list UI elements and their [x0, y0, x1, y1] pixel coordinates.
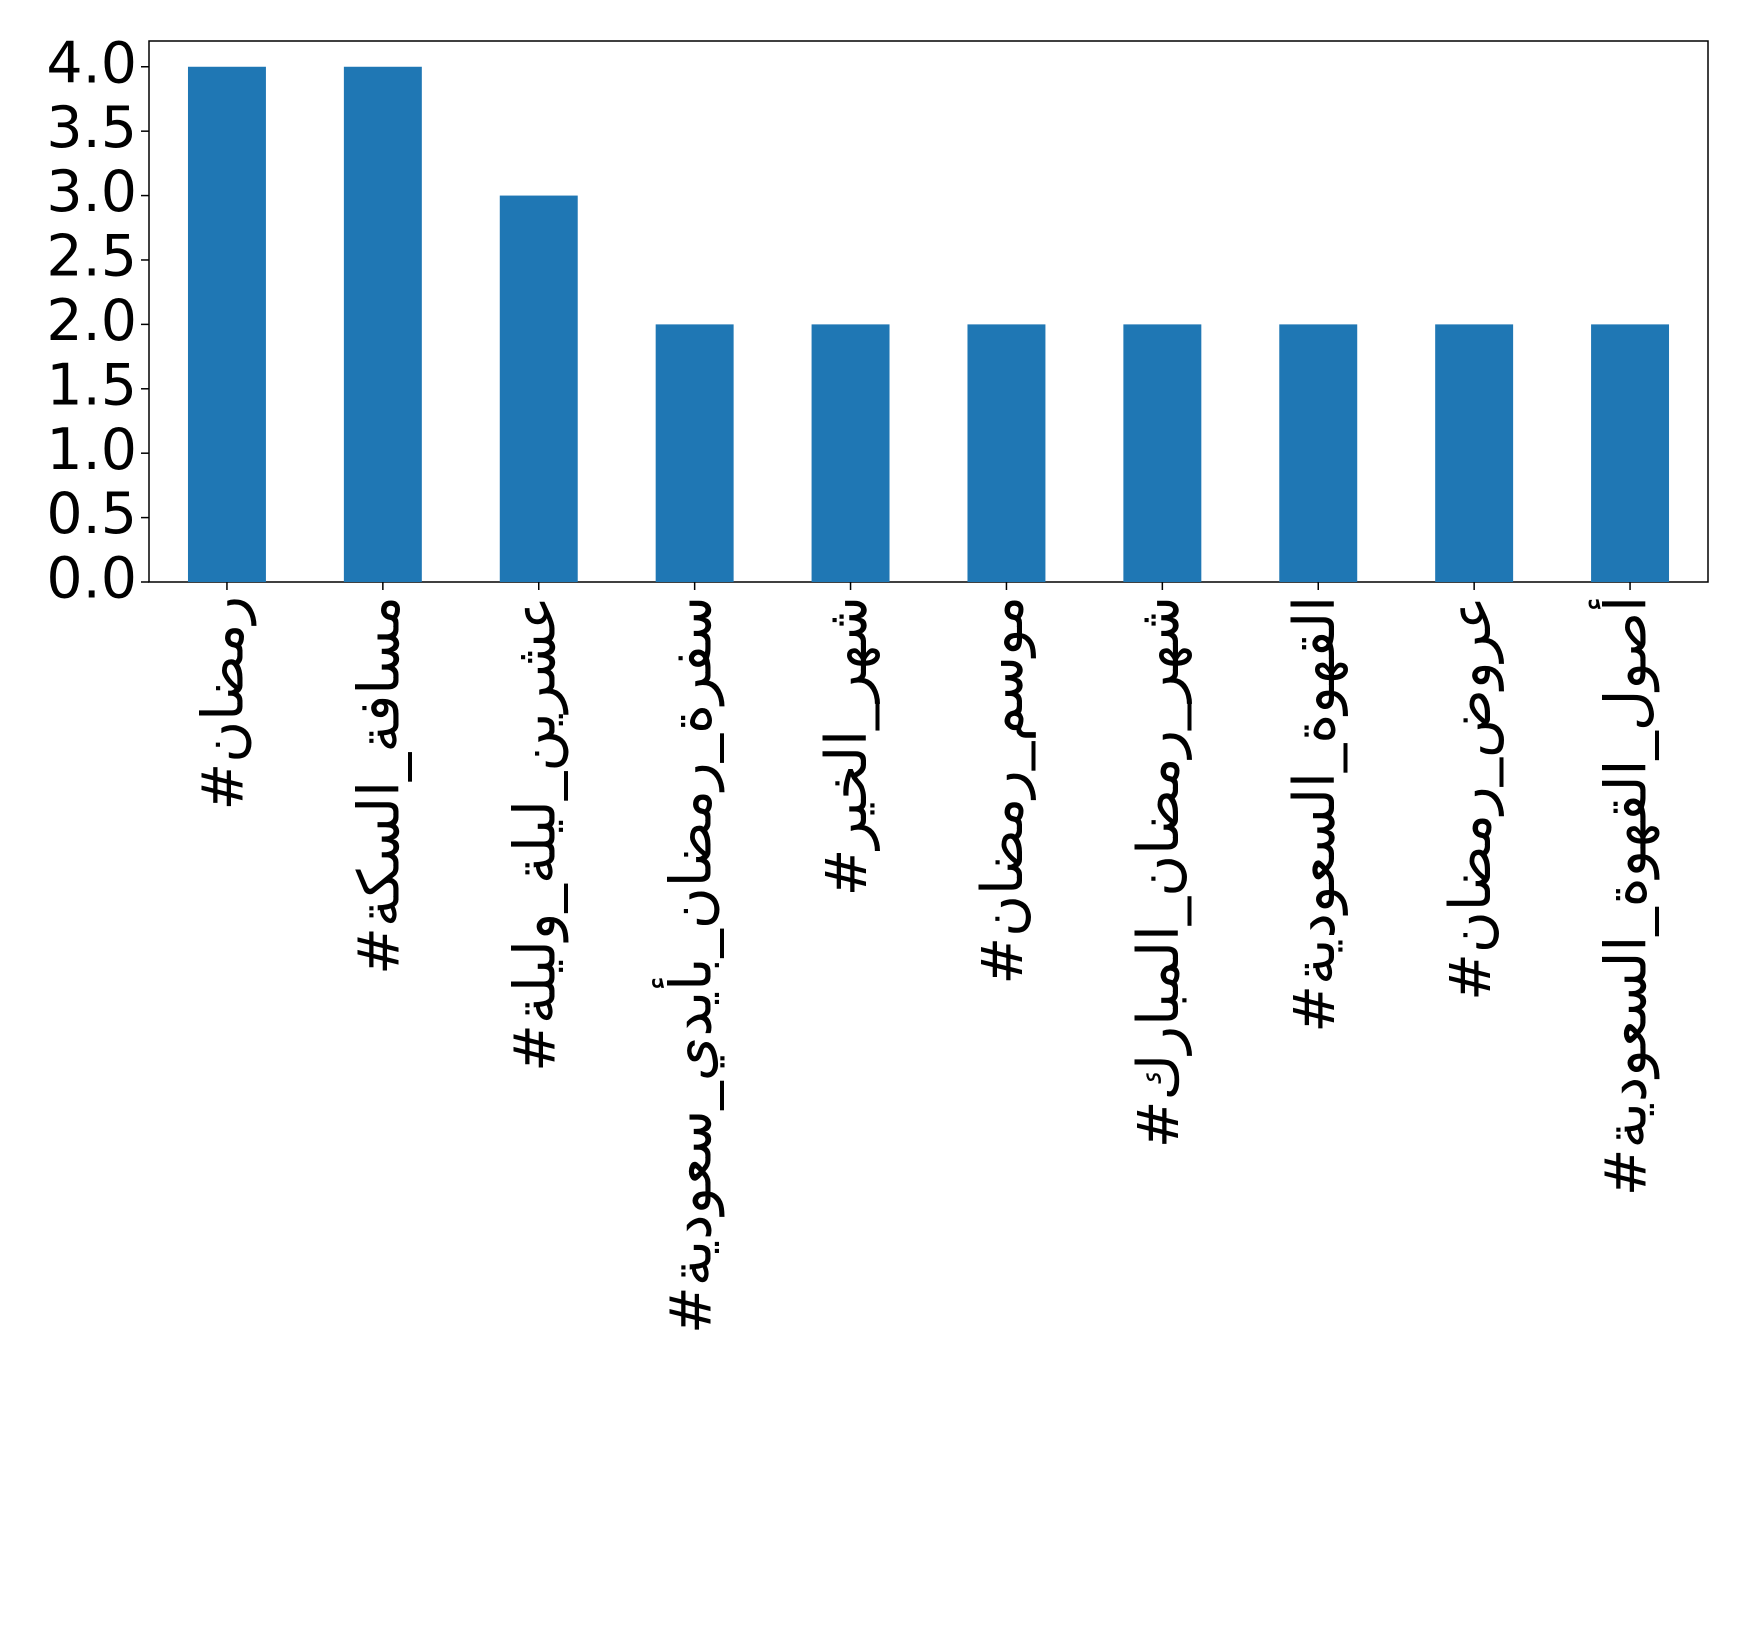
x-tick-label: #سفرة_رمضان_بأيدي_سعودية — [651, 596, 724, 1334]
y-tick-label: 0.0 — [46, 546, 137, 612]
x-tick-label: #القهوة_السعودية — [1282, 596, 1348, 1033]
bar — [343, 66, 422, 582]
y-tick-label: 2.5 — [46, 224, 137, 290]
bar — [811, 324, 890, 582]
x-tick-label: #رمضان — [191, 596, 257, 810]
x-tick-label: #مسافة_السكة — [346, 596, 412, 975]
y-tick-label: 1.5 — [46, 352, 137, 418]
x-tick-label: #عشرين_ليلة_وليلة — [502, 596, 568, 1072]
bar — [655, 324, 734, 582]
plot-frame — [148, 40, 1709, 583]
y-tick-label: 0.5 — [46, 481, 137, 547]
y-tick-label: 1.0 — [46, 417, 137, 483]
bar — [1279, 324, 1358, 582]
y-tick-label: 4.0 — [46, 30, 137, 96]
x-tick-label: #عروض_رمضان — [1438, 596, 1504, 1001]
y-tick-label: 2.0 — [46, 288, 137, 354]
bar — [187, 66, 266, 582]
bar — [1123, 324, 1202, 582]
y-tick-label: 3.5 — [46, 95, 137, 161]
bar — [1591, 324, 1670, 582]
bar — [1435, 324, 1514, 582]
x-tick-label: #شهر_رمضان_المبارك — [1126, 596, 1192, 1148]
bar — [499, 195, 578, 583]
bar — [967, 324, 1046, 582]
y-tick-label: 3.0 — [46, 159, 137, 225]
x-tick-label: #أصول_القهوة_السعودية — [1589, 596, 1660, 1196]
x-tick-label: #شهر_الخير — [814, 596, 880, 896]
x-tick-label: #موسم_رمضان — [970, 596, 1036, 985]
